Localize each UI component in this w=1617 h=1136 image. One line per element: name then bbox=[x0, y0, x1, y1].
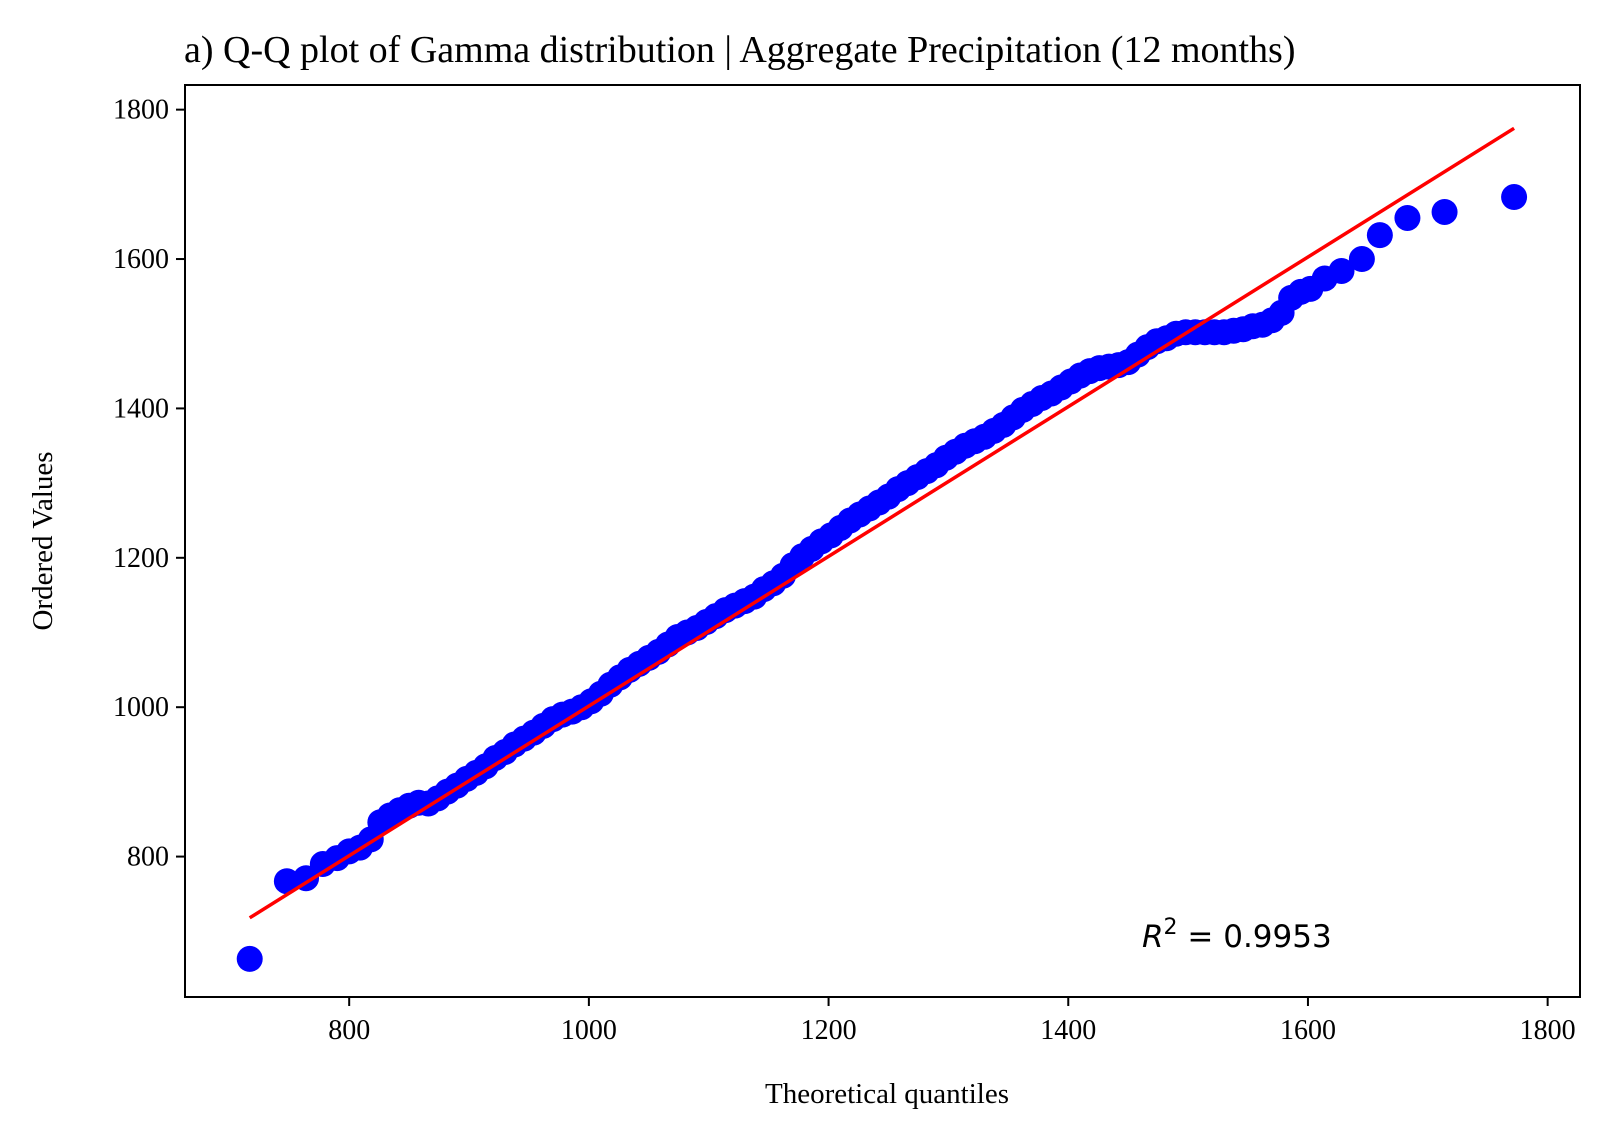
data-point bbox=[1348, 246, 1375, 273]
fit-line-layer bbox=[248, 126, 1516, 920]
x-tick-label: 1000 bbox=[561, 1015, 617, 1046]
y-tick-label: 1400 bbox=[113, 393, 169, 424]
x-axis-ticks: 800 1000 1200 1400 1600 1800 bbox=[328, 997, 1576, 1046]
y-axis-label: Ordered Values bbox=[27, 451, 59, 630]
r-exponent: 2 bbox=[1164, 915, 1178, 940]
r-squared-annotation: R2 = 0.9953 bbox=[1142, 915, 1332, 955]
plot-area bbox=[236, 126, 1528, 972]
plot-frame bbox=[184, 84, 1581, 998]
x-tick-label: 1800 bbox=[1520, 1015, 1576, 1046]
r-symbol: R bbox=[1142, 919, 1164, 955]
chart-title: a) Q-Q plot of Gamma distribution | Aggr… bbox=[184, 29, 1296, 71]
y-tick-label: 1600 bbox=[113, 244, 169, 275]
data-point bbox=[1394, 204, 1421, 231]
x-tick-label: 800 bbox=[328, 1015, 370, 1046]
data-point bbox=[1366, 222, 1393, 249]
y-tick-label: 1200 bbox=[113, 543, 169, 574]
r-value: = 0.9953 bbox=[1178, 919, 1332, 955]
data-point bbox=[1431, 198, 1458, 225]
data-point bbox=[273, 868, 300, 895]
data-point bbox=[1328, 257, 1355, 284]
y-tick-label: 1000 bbox=[113, 692, 169, 723]
y-axis-ticks: 800 1000 1200 1400 1600 1800 bbox=[113, 95, 185, 873]
data-points bbox=[236, 184, 1528, 972]
data-point bbox=[236, 945, 263, 972]
y-tick-label: 800 bbox=[127, 842, 169, 873]
x-tick-label: 1600 bbox=[1280, 1015, 1336, 1046]
fit-line bbox=[248, 126, 1516, 920]
x-axis-label: Theoretical quantiles bbox=[765, 1078, 1009, 1110]
x-tick-label: 1200 bbox=[801, 1015, 857, 1046]
data-point bbox=[1501, 184, 1528, 211]
y-tick-label: 1800 bbox=[113, 95, 169, 126]
x-tick-label: 1400 bbox=[1040, 1015, 1096, 1046]
